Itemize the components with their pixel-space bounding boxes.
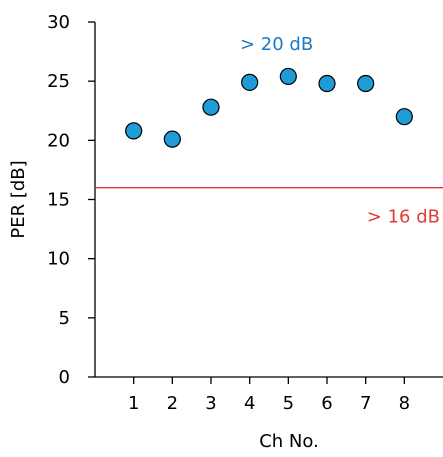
data-point <box>395 108 413 126</box>
plot-area: 0 5 10 15 20 25 30 1 2 3 4 5 6 7 8 <box>47 12 443 414</box>
x-tick-label: 1 <box>128 393 139 414</box>
x-tick-label: 3 <box>205 393 216 414</box>
x-tick-label: 8 <box>399 393 410 414</box>
y-tick-label: 30 <box>47 12 70 33</box>
y-tick-label: 25 <box>47 71 70 92</box>
data-point <box>318 74 336 93</box>
y-tick-label: 0 <box>59 367 70 388</box>
data-point <box>357 74 375 93</box>
x-tick-label: 2 <box>167 393 178 414</box>
data-point <box>163 130 181 148</box>
annotation-above-16db: > 16 dB <box>367 207 440 228</box>
y-tick-label: 15 <box>47 190 70 211</box>
annotation-above-20db: > 20 dB <box>240 34 313 55</box>
data-point <box>202 98 220 116</box>
x-tick-label: 7 <box>360 393 371 414</box>
x-axis-title: Ch No. <box>259 431 319 452</box>
y-tick-label: 5 <box>59 308 70 329</box>
data-point <box>279 67 297 86</box>
y-tick-label: 10 <box>47 249 70 270</box>
x-tick-label: 5 <box>283 393 294 414</box>
data-point <box>241 73 259 91</box>
data-point <box>125 122 143 140</box>
y-tick-label: 20 <box>47 130 70 151</box>
x-tick-label: 6 <box>321 393 332 414</box>
y-axis-title: PER [dB] <box>8 160 29 238</box>
x-tick-label: 4 <box>244 393 255 414</box>
